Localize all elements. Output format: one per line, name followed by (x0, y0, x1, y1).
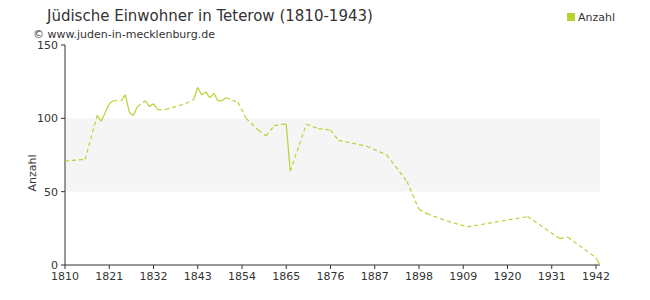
line-segment (290, 124, 306, 171)
line-segment (367, 146, 387, 155)
line-segment (568, 237, 596, 258)
line-segment (105, 104, 109, 113)
y-tick (61, 118, 65, 119)
x-tick-label: 1832 (139, 270, 167, 283)
line-segment (194, 88, 198, 100)
line-segment (286, 124, 290, 171)
y-tick-label: 150 (37, 39, 58, 52)
line-segment (266, 126, 274, 136)
line-segment (330, 130, 338, 140)
title: Jüdische Einwohner in Teterow (1810-1943… (46, 7, 373, 25)
line-segment (528, 217, 560, 239)
x-tick-label: 1898 (405, 270, 433, 283)
x-tick-label: 1843 (184, 270, 212, 283)
line-segment (282, 124, 286, 125)
line-segment (339, 140, 367, 146)
grid-band (65, 118, 600, 191)
x-tick (418, 265, 419, 269)
x-tick-label: 1887 (361, 270, 389, 283)
line-segment (214, 93, 218, 100)
line-segment (153, 104, 157, 110)
line-segment (166, 104, 186, 110)
line-segment (274, 124, 282, 125)
line-segment (133, 107, 137, 116)
y-label: Anzahl (26, 154, 39, 191)
x-tick-label: 1821 (95, 270, 123, 283)
x-tick-label: 1942 (582, 270, 610, 283)
legend-label: Anzahl (578, 11, 615, 24)
line-segment (202, 92, 206, 95)
x-tick (197, 265, 198, 269)
x-tick-label: 1854 (228, 270, 256, 283)
line-segment (129, 112, 133, 115)
line-segment (101, 112, 105, 121)
line-segment (113, 100, 121, 101)
line-segment (222, 98, 226, 101)
legend-swatch (567, 13, 575, 21)
x-tick (109, 265, 110, 269)
line-segment (258, 130, 266, 136)
x-axis (65, 265, 600, 266)
line-segment (121, 95, 125, 101)
line-segment (596, 258, 600, 265)
subtitle: © www.juden-in-mecklenburg.de (33, 28, 215, 41)
x-tick (330, 265, 331, 269)
line-segment (306, 124, 318, 128)
line-segment (97, 115, 101, 121)
line-segment (109, 101, 113, 104)
line-segment (318, 129, 330, 130)
x-tick-label: 1865 (272, 270, 300, 283)
y-axis (65, 45, 66, 265)
y-tick (61, 265, 65, 266)
line-segment (427, 214, 447, 221)
line-segment (137, 101, 145, 107)
line-segment (419, 209, 427, 213)
line-segment (218, 100, 222, 101)
x-tick-label: 1810 (51, 270, 79, 283)
y-tick (61, 45, 65, 46)
y-tick-label: 100 (37, 112, 58, 125)
x-tick (286, 265, 287, 269)
x-tick-label: 1876 (316, 270, 344, 283)
line-segment (226, 98, 238, 102)
plot-area (65, 88, 600, 265)
line-segment (238, 102, 246, 118)
y-tick-label: 50 (44, 186, 58, 199)
y-tick (61, 191, 65, 192)
line-segment (85, 115, 97, 159)
x-tick (65, 265, 66, 269)
line-segment (125, 95, 129, 113)
line-segment (206, 92, 210, 98)
x-tick (595, 265, 596, 269)
line-segment (186, 99, 194, 103)
x-tick (153, 265, 154, 269)
x-tick (241, 265, 242, 269)
line-segment (447, 221, 467, 227)
x-tick (374, 265, 375, 269)
chart: Jüdische Einwohner in Teterow (1810-1943… (0, 0, 650, 300)
line-segment (198, 88, 202, 95)
line-segment (560, 237, 568, 238)
x-tick-label: 1909 (449, 270, 477, 283)
line-segment (407, 181, 419, 209)
line-segment (387, 155, 407, 181)
line-segment (210, 93, 214, 97)
x-tick-label: 1931 (538, 270, 566, 283)
line-segment (246, 118, 258, 130)
x-tick-label: 1920 (493, 270, 521, 283)
x-tick (551, 265, 552, 269)
line-segment (145, 101, 149, 107)
line-segment (158, 109, 166, 110)
x-tick (463, 265, 464, 269)
x-tick (507, 265, 508, 269)
line-segment (65, 159, 85, 160)
line-segment (467, 217, 527, 227)
line-segment (149, 104, 153, 107)
